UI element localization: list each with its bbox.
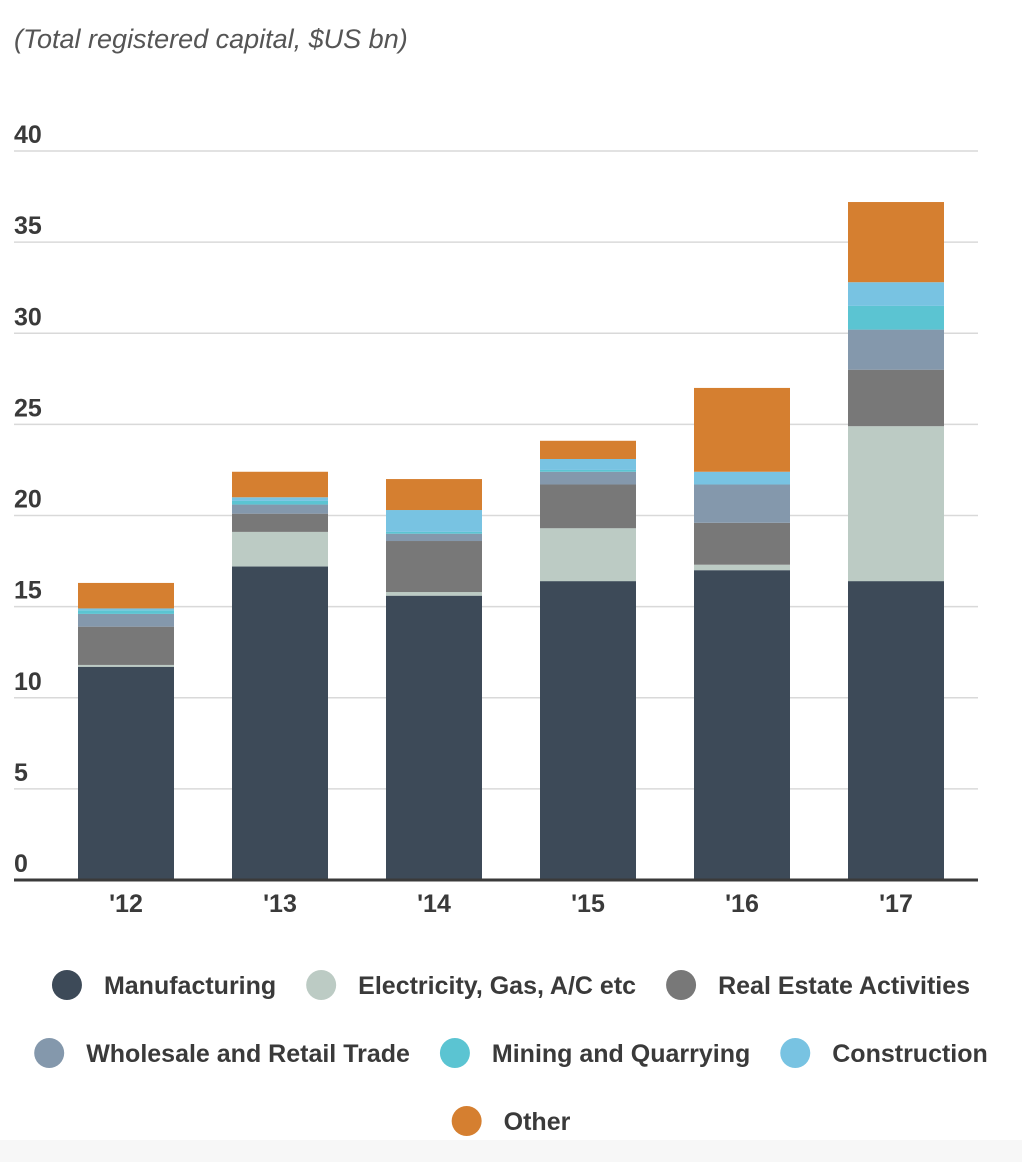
bar-segment [694,570,790,880]
bar-segment [78,608,174,611]
bar-segment [232,500,328,505]
legend-marker [306,970,337,1000]
bar-segment [78,666,174,880]
bar-segment [540,528,636,582]
x-tick-label: '14 [417,890,451,918]
bar-segment [78,664,174,667]
legend-label: Wholesale and Retail Trade [86,1040,410,1068]
legend-label: Mining and Quarrying [492,1040,750,1068]
bar-segment [232,471,328,498]
bar-segment [540,440,636,460]
bar-segment [232,566,328,880]
y-tick-label: 15 [14,577,42,605]
bar-segment [694,484,790,523]
x-tick-label: '17 [879,890,913,918]
x-tick-label: '13 [263,890,297,918]
y-tick-label: 0 [14,850,28,878]
bar-segment [386,479,482,511]
bar-segment [232,504,328,514]
bar-segment [848,282,944,306]
bar-segment [848,329,944,370]
legend-marker [51,970,82,1000]
bar-segment [540,459,636,470]
legend-marker [439,1038,470,1068]
bar-segment [694,522,790,565]
x-tick-label: '16 [725,890,759,918]
bar-segment [386,510,482,532]
grid-lines [14,150,978,790]
legend: Manufacturing Electricity, Gas, A/C etc Re… [34,970,988,1136]
legend-label: Other [504,1108,571,1136]
x-tick-label: '12 [109,890,143,918]
bar-segment [386,541,482,593]
bar-segment [540,469,636,472]
legend-marker [666,970,697,1000]
chart-subtitle: (Total registered capital, $US bn) [14,24,408,54]
y-tick-label: 20 [14,486,42,514]
y-tick-label: 25 [14,394,42,422]
bar-segment [848,581,944,880]
bar-segment [694,471,790,485]
legend-marker [451,1106,482,1136]
bar-segment [540,581,636,880]
legend-label: Manufacturing [104,972,276,1000]
legend-label: Construction [832,1040,988,1068]
bar-segment [386,595,482,880]
bar-segment [848,426,944,582]
bar-segment [232,513,328,532]
bar-segment [78,626,174,665]
legend-label: Real Estate Activities [718,972,970,1000]
y-tick-label: 40 [14,121,42,149]
bars [78,202,944,880]
y-tick-label: 35 [14,212,42,240]
x-axis-tick-labels: '12 '13 '14 '15 '16 '17 [109,890,913,918]
bar-segment [78,582,174,609]
bar-segment [848,202,944,283]
y-tick-label: 5 [14,759,28,787]
footer-band [0,1140,1022,1162]
bar-segment [386,531,482,534]
bar-segment [540,484,636,529]
bar-segment [232,531,328,567]
bar-segment [232,497,328,501]
bar-segment [694,387,790,472]
legend-marker [780,1038,811,1068]
y-tick-label: 30 [14,303,42,331]
bar-segment [540,471,636,485]
bar-segment [78,610,174,614]
bar-segment [848,305,944,330]
bar-segment [386,592,482,596]
x-tick-label: '15 [571,890,605,918]
bar-segment [386,533,482,542]
y-tick-label: 10 [14,668,42,696]
legend-marker [34,1038,65,1068]
bar-segment [848,369,944,427]
y-axis-tick-labels: 0 5 10 15 20 25 30 35 40 [14,121,42,878]
bar-segment [694,564,790,571]
bar-segment [78,613,174,627]
legend-label: Electricity, Gas, A/C etc [358,972,636,1000]
